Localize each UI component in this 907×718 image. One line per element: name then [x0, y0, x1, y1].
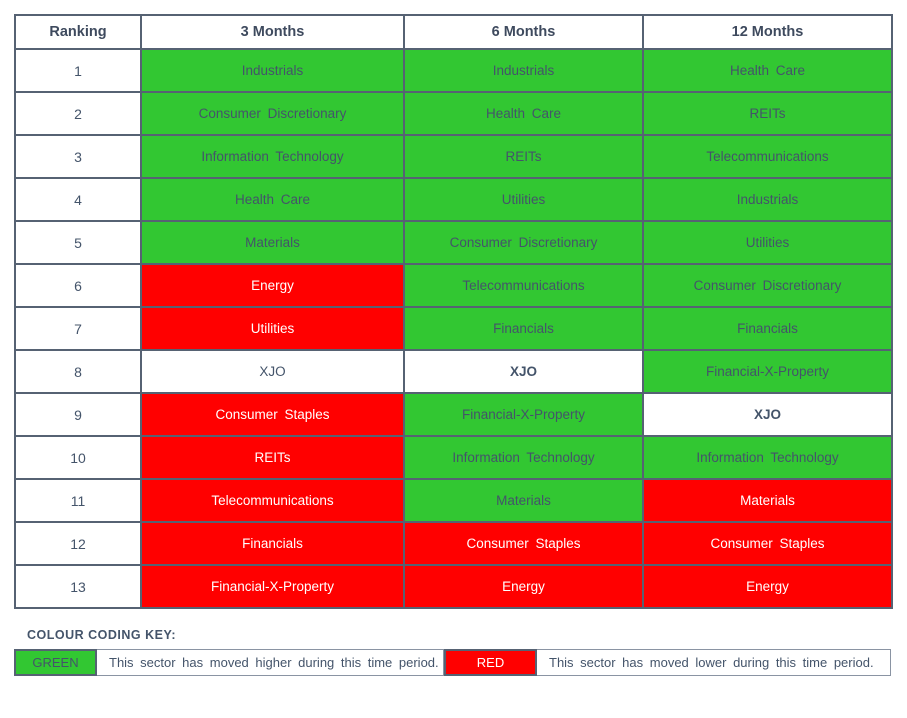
rank-cell: 1: [14, 48, 142, 93]
table-body: 1 Industrials Industrials Health Care 2 Consu…: [14, 48, 893, 609]
sector-cell: XJO: [403, 349, 644, 394]
rank-cell: 11: [14, 478, 142, 523]
sector-cell: Utilities: [140, 306, 405, 351]
rank-cell: 7: [14, 306, 142, 351]
colour-coding-key: GREEN This sector has moved higher during…: [14, 649, 891, 676]
table-row: 6 Energy Telecommunications Consumer Discre…: [14, 263, 893, 308]
sector-cell: Consumer Staples: [140, 392, 405, 437]
table-row: 11 Telecommunications Materials Materials: [14, 478, 893, 523]
sector-cell: REITs: [642, 91, 893, 136]
sector-cell: Information Technology: [403, 435, 644, 480]
header-row: Ranking 3 Months 6 Months 12 Months: [14, 14, 893, 50]
sector-cell: Financial-X-Property: [140, 564, 405, 609]
sector-cell: Financials: [642, 306, 893, 351]
rank-cell: 12: [14, 521, 142, 566]
legend-description: This sector has moved lower during this …: [537, 649, 891, 676]
sector-cell: XJO: [140, 349, 405, 394]
rank-cell: 6: [14, 263, 142, 308]
sector-cell: Materials: [642, 478, 893, 523]
rank-cell: 8: [14, 349, 142, 394]
rank-cell: 5: [14, 220, 142, 265]
column-header: 6 Months: [403, 14, 644, 50]
sector-cell: XJO: [642, 392, 893, 437]
sector-cell: REITs: [403, 134, 644, 179]
sector-cell: Materials: [403, 478, 644, 523]
sector-cell: Consumer Discretionary: [642, 263, 893, 308]
table-row: 8 XJO XJO Financial-X-Property: [14, 349, 893, 394]
sector-cell: Industrials: [140, 48, 405, 93]
column-header: 3 Months: [140, 14, 405, 50]
sector-cell: Materials: [140, 220, 405, 265]
sector-cell: Energy: [642, 564, 893, 609]
table-row: 7 Utilities Financials Financials: [14, 306, 893, 351]
sector-ranking-table: Ranking 3 Months 6 Months 12 Months 1 Indust…: [14, 14, 893, 609]
sector-cell: Energy: [403, 564, 644, 609]
rank-cell: 3: [14, 134, 142, 179]
rank-cell: 2: [14, 91, 142, 136]
rank-cell: 4: [14, 177, 142, 222]
legend-description: This sector has moved higher during this…: [97, 649, 444, 676]
sector-cell: Consumer Discretionary: [403, 220, 644, 265]
table-row: 12 Financials Consumer Staples Consumer Sta…: [14, 521, 893, 566]
table-row: 13 Financial-X-Property Energy Energy: [14, 564, 893, 609]
legend-swatch-green: GREEN: [14, 649, 97, 676]
sector-cell: Health Care: [140, 177, 405, 222]
column-header: 12 Months: [642, 14, 893, 50]
table-row: 4 Health Care Utilities Industrials: [14, 177, 893, 222]
rank-cell: 13: [14, 564, 142, 609]
rank-cell: 9: [14, 392, 142, 437]
sector-cell: Financial-X-Property: [642, 349, 893, 394]
table-row: 2 Consumer Discretionary Health Care REITs: [14, 91, 893, 136]
sector-cell: Health Care: [642, 48, 893, 93]
table-row: 1 Industrials Industrials Health Care: [14, 48, 893, 93]
legend-swatch-red: RED: [444, 649, 537, 676]
sector-cell: Energy: [140, 263, 405, 308]
sector-cell: Health Care: [403, 91, 644, 136]
sector-cell: Consumer Discretionary: [140, 91, 405, 136]
rank-cell: 10: [14, 435, 142, 480]
colour-coding-key-title: COLOUR CODING KEY:: [27, 628, 177, 642]
sector-cell: Telecommunications: [642, 134, 893, 179]
table-row: 5 Materials Consumer Discretionary Utilitie…: [14, 220, 893, 265]
sector-cell: Information Technology: [642, 435, 893, 480]
table-header: Ranking 3 Months 6 Months 12 Months: [14, 14, 893, 50]
sector-cell: Utilities: [642, 220, 893, 265]
sector-cell: Financial-X-Property: [403, 392, 644, 437]
sector-cell: Industrials: [403, 48, 644, 93]
sector-cell: Industrials: [642, 177, 893, 222]
sector-cell: Telecommunications: [403, 263, 644, 308]
sector-cell: Financials: [140, 521, 405, 566]
sector-cell: Telecommunications: [140, 478, 405, 523]
column-header: Ranking: [14, 14, 142, 50]
table-row: 10 REITs Information Technology Information…: [14, 435, 893, 480]
sector-cell: Consumer Staples: [403, 521, 644, 566]
table-row: 3 Information Technology REITs Telecommunic…: [14, 134, 893, 179]
sector-cell: Information Technology: [140, 134, 405, 179]
sector-cell: Financials: [403, 306, 644, 351]
table-row: 9 Consumer Staples Financial-X-Property XJO: [14, 392, 893, 437]
sector-cell: REITs: [140, 435, 405, 480]
sector-cell: Utilities: [403, 177, 644, 222]
sector-cell: Consumer Staples: [642, 521, 893, 566]
